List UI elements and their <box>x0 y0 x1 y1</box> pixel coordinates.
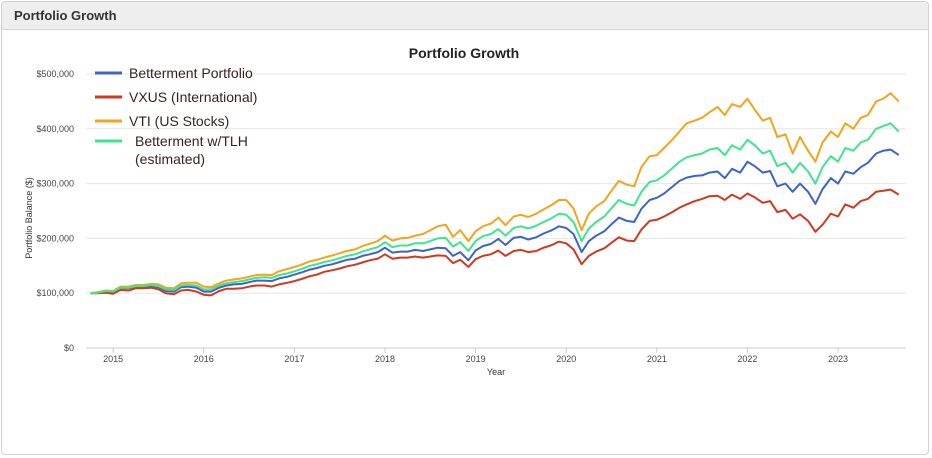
series-line-2 <box>90 92 900 295</box>
legend-label-tlh: Betterment w/TLH (estimated) <box>135 133 248 167</box>
y-axis-title: Portfolio Balance ($) <box>24 177 34 259</box>
legend-label-betterment: Betterment Portfolio <box>129 65 253 81</box>
y-tick-label: $100,000 <box>36 288 74 298</box>
panel-title: Portfolio Growth <box>2 2 928 30</box>
x-tick-label: 2021 <box>647 354 667 364</box>
x-tick-label: 2019 <box>466 354 486 364</box>
y-axis-ticks: $0 $100,000 $200,000 $300,000 $400,000 $500,0… <box>36 69 74 353</box>
series-line-1 <box>90 188 900 297</box>
y-tick-label: $0 <box>64 343 74 353</box>
series-line-3 <box>90 122 900 295</box>
legend-label-vxus: VXUS (International) <box>129 89 257 105</box>
x-tick-label: 2023 <box>828 354 848 364</box>
series-lines <box>90 92 900 297</box>
y-tick-label: $400,000 <box>36 124 74 134</box>
gridlines <box>86 73 906 349</box>
x-tick-label: 2016 <box>194 354 214 364</box>
legend[interactable]: Betterment Portfolio VXUS (International… <box>95 65 257 167</box>
x-tick-label: 2017 <box>284 354 304 364</box>
x-axis-title: Year <box>487 367 505 377</box>
x-tick-label: 2015 <box>103 354 123 364</box>
x-tick-label: 2020 <box>556 354 576 364</box>
y-tick-label: $200,000 <box>36 233 74 243</box>
portfolio-growth-chart: Portfolio Growth $0 $100,000 $200,000 $300,… <box>24 45 906 377</box>
x-tick-label: 2018 <box>375 354 395 364</box>
y-tick-label: $500,000 <box>36 69 74 79</box>
x-axis-ticks: 2015 2016 2017 2018 2019 2020 2021 2022 2023 <box>103 348 848 364</box>
x-tick-label: 2022 <box>737 354 757 364</box>
chart-title: Portfolio Growth <box>409 45 519 61</box>
y-tick-label: $300,000 <box>36 179 74 189</box>
series-line-0 <box>90 148 900 295</box>
legend-label-vti: VTI (US Stocks) <box>129 113 229 129</box>
